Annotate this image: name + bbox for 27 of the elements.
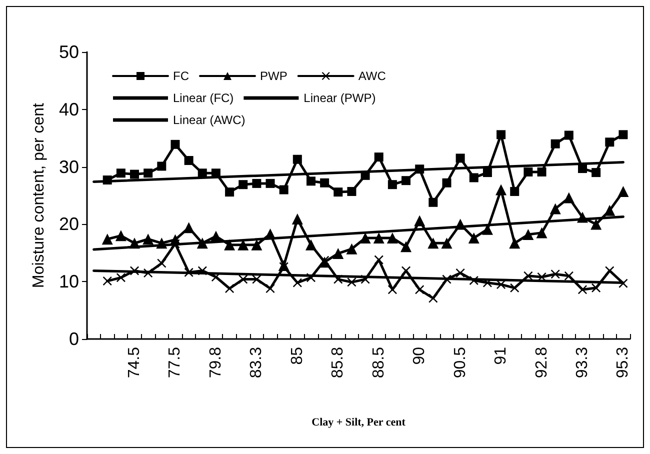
y-tick-label: 20 [58, 214, 79, 234]
x-tick-label: 90 [411, 346, 428, 365]
y-tick-label: 40 [58, 99, 79, 120]
y-axis-title: Moisture content, per cent [30, 102, 48, 288]
x-tick-label: 83.3 [248, 346, 266, 378]
legend-label: PWP [260, 69, 288, 83]
y-tick-label: 50 [58, 42, 79, 62]
legend-label: Linear (PWP) [304, 91, 376, 105]
x-tick-label: 92.8 [533, 346, 550, 378]
x-tick-label: 85 [288, 346, 306, 365]
x-tick-label: 88.5 [370, 346, 388, 378]
y-tick-label: 10 [58, 272, 79, 292]
y-tick-label: 0 [68, 329, 79, 349]
x-axis-title: Clay + Silt, Per cent [312, 416, 406, 428]
x-tick-label: 93.3 [574, 346, 591, 378]
x-tick-label: 95.3 [614, 346, 632, 378]
x-tick-label: 79.8 [207, 346, 224, 378]
legend-label: Linear (AWC) [173, 113, 246, 127]
x-tick-label: 77.5 [166, 346, 184, 378]
legend-label: FC [173, 69, 190, 83]
x-tick-label: 74.5 [126, 346, 144, 378]
y-tick-label: 30 [58, 156, 79, 177]
legend-label: AWC [358, 69, 386, 83]
x-tick-label: 90.5 [452, 346, 469, 378]
x-tick-label: 91 [492, 346, 510, 365]
x-tick-label: 85.8 [330, 346, 347, 378]
legend-label: Linear (FC) [173, 91, 234, 105]
